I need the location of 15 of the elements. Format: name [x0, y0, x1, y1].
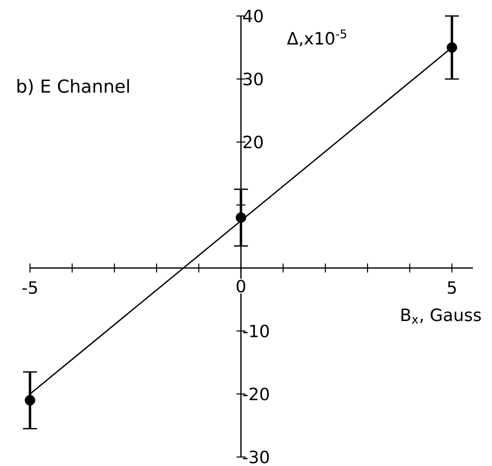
- text: b) E Channel: [17, 79, 129, 96]
- y-tick-label: 40: [243, 10, 263, 22]
- y-axis-title: Δ,x10$^{-5}$: [286, 30, 346, 46]
- point: [24, 395, 36, 406]
- y-tick-label: 20: [244, 136, 263, 148]
- point: [446, 42, 458, 53]
- x-tick-label: 0: [236, 280, 246, 293]
- y-tick-label: -30: [243, 450, 269, 464]
- y-tick-label: -10: [243, 324, 269, 338]
- y-tick-label: 30: [244, 72, 263, 86]
- x-tick-label: -5: [22, 281, 37, 294]
- x-axis-title: B$_{x}$, Gauss: [402, 308, 481, 324]
- point: [236, 212, 246, 223]
- y-tick-label: -20: [243, 388, 269, 400]
- x-tick-label: 5: [448, 281, 456, 294]
